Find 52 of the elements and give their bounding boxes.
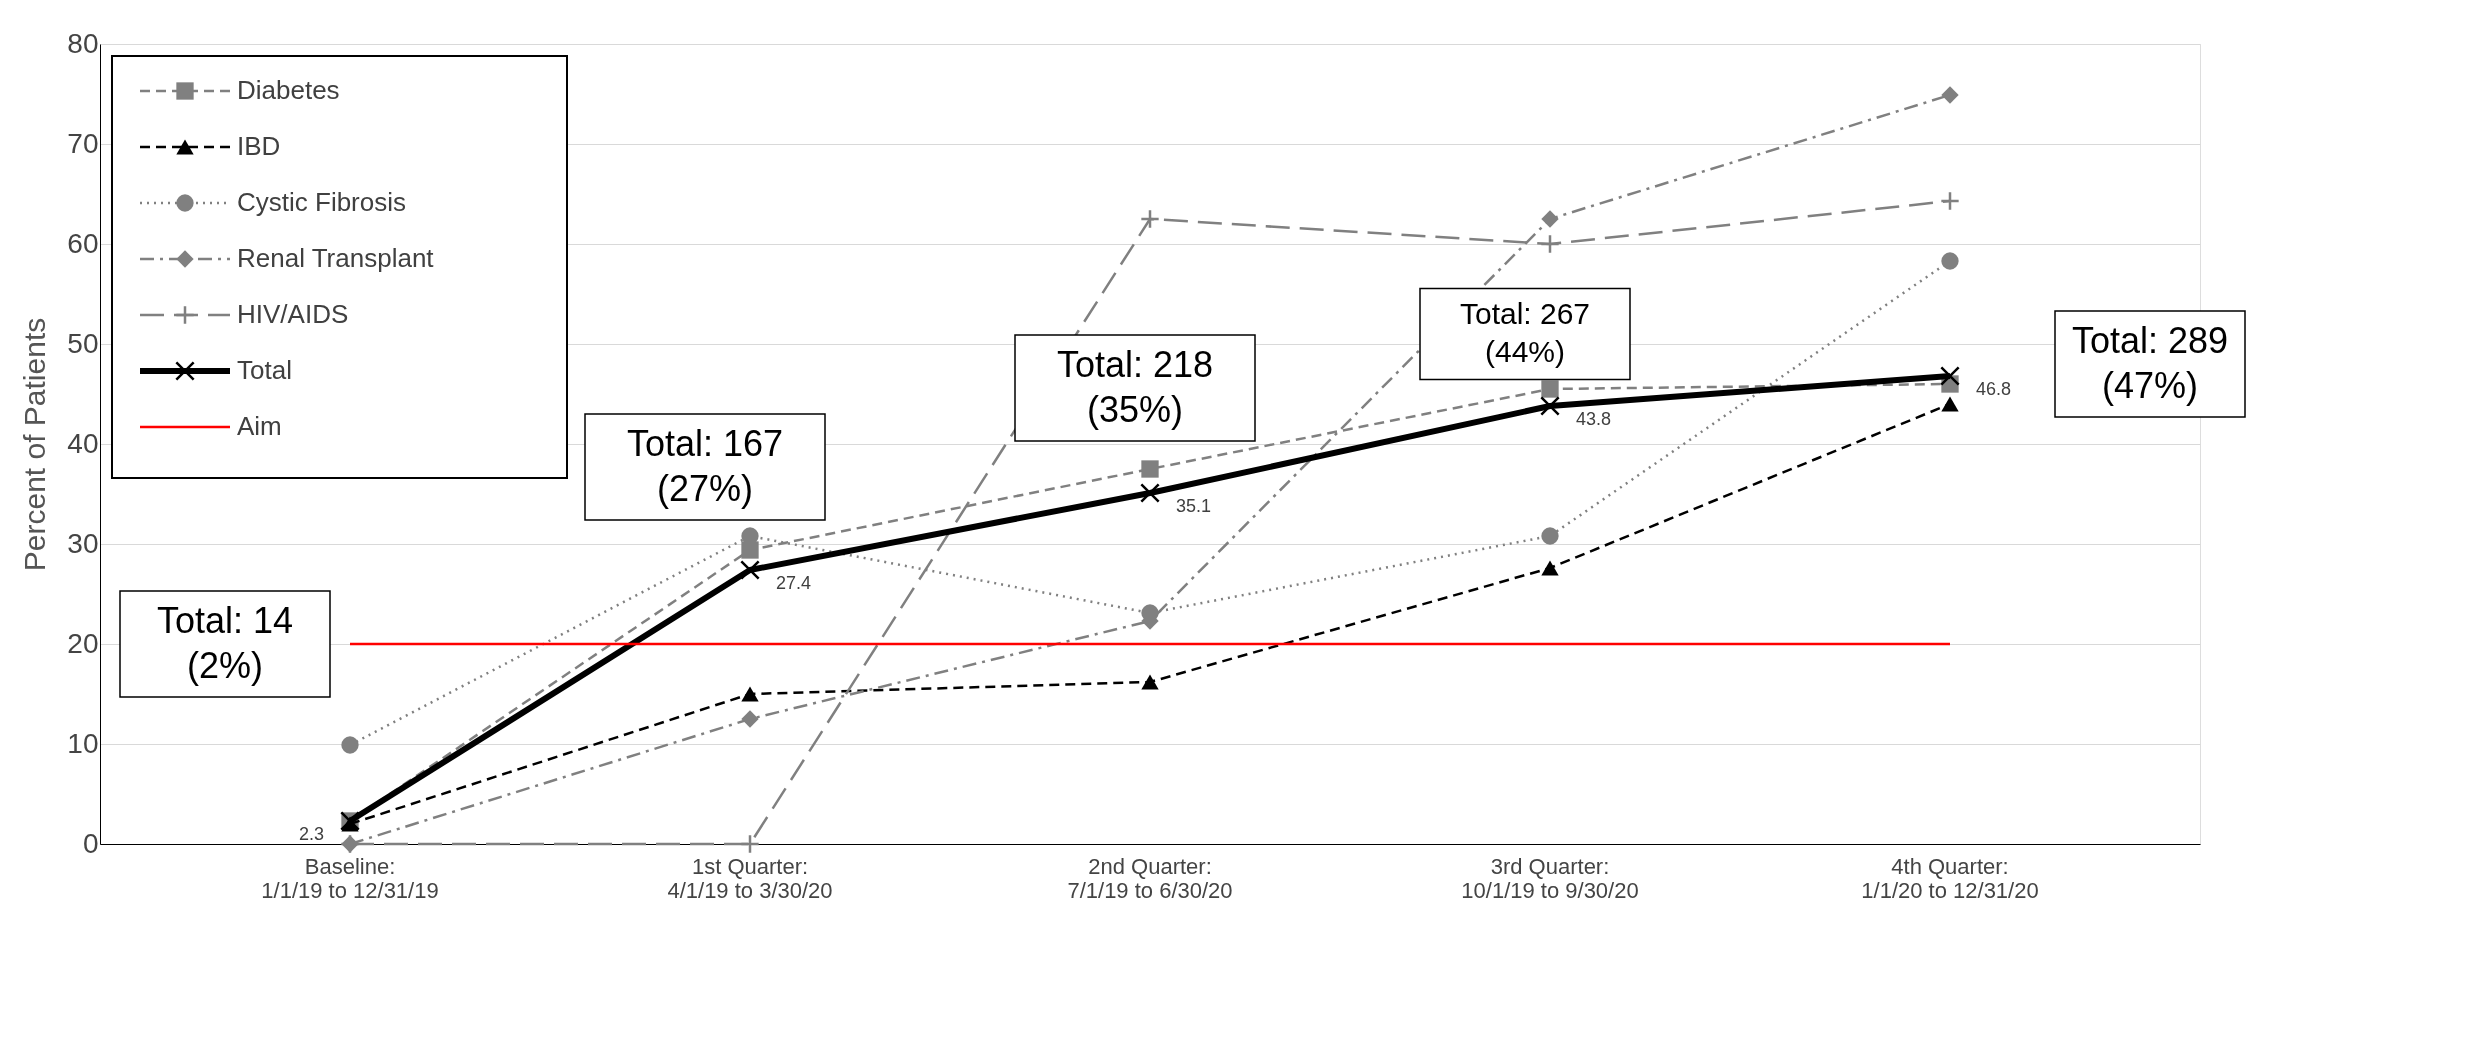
y-tick-label: 60 bbox=[67, 227, 99, 259]
y-tick-label: 20 bbox=[67, 627, 99, 659]
point bbox=[1940, 191, 1960, 211]
point bbox=[740, 834, 760, 854]
annotation: Total: 218 (35%) bbox=[1056, 343, 1214, 430]
point bbox=[1141, 674, 1159, 690]
point bbox=[1141, 460, 1159, 478]
legend-label: Diabetes bbox=[237, 75, 340, 105]
x-tick-label: 1st Quarter: 4/1/19 to 3/30/20 bbox=[667, 853, 833, 903]
point bbox=[1541, 210, 1559, 228]
x-tick-label: 2nd Quarter: 7/1/19 to 6/30/20 bbox=[1067, 853, 1233, 903]
point bbox=[1541, 527, 1559, 545]
data-label: 46.8 bbox=[1976, 379, 2012, 399]
point bbox=[1941, 86, 1959, 104]
y-axis-title: Percent of Patients bbox=[18, 317, 52, 572]
point bbox=[1140, 483, 1160, 503]
y-tick-label: 70 bbox=[67, 127, 99, 159]
point bbox=[1940, 366, 1960, 386]
data-label: 35.1 bbox=[1176, 496, 1212, 516]
annotation: Total: 267 (44%) bbox=[1459, 297, 1591, 368]
data-label: 43.8 bbox=[1576, 409, 1612, 429]
annotation: Total: 167 (27%) bbox=[626, 422, 784, 509]
point bbox=[740, 560, 760, 580]
x-tick-label: 4th Quarter: 1/1/20 to 12/31/20 bbox=[1861, 853, 2039, 903]
legend-label: IBD bbox=[237, 131, 281, 161]
data-label: 2.3 bbox=[298, 824, 324, 844]
legend-label: Cystic Fibrosis bbox=[237, 187, 407, 217]
legend-label: Renal Transplant bbox=[237, 243, 435, 273]
point bbox=[1140, 209, 1160, 229]
y-tick-label: 50 bbox=[67, 327, 99, 359]
y-tick-label: 30 bbox=[67, 527, 99, 559]
data-label: 27.4 bbox=[776, 573, 812, 593]
y-tick-label: 80 bbox=[67, 27, 99, 59]
point bbox=[1541, 380, 1559, 398]
y-tick-label: 0 bbox=[82, 827, 99, 859]
annotation: Total: 289 (47%) bbox=[2071, 319, 2229, 406]
legend-label: HIV/AIDS bbox=[237, 299, 349, 329]
point bbox=[741, 710, 759, 728]
point bbox=[1941, 396, 1959, 412]
point bbox=[1540, 396, 1560, 416]
point bbox=[1540, 234, 1560, 254]
x-tick-label: 3rd Quarter: 10/1/19 to 9/30/20 bbox=[1461, 853, 1639, 903]
y-tick-label: 10 bbox=[67, 727, 99, 759]
legend-label: Total bbox=[237, 355, 292, 385]
point bbox=[341, 736, 359, 754]
legend-label: Aim bbox=[237, 411, 282, 441]
point bbox=[741, 686, 759, 702]
point bbox=[1941, 252, 1959, 270]
annotation: Total: 14 (2%) bbox=[156, 599, 294, 686]
x-tick-label: Baseline: 1/1/19 to 12/31/19 bbox=[261, 853, 439, 903]
y-tick-label: 40 bbox=[67, 427, 99, 459]
point bbox=[1541, 560, 1559, 576]
